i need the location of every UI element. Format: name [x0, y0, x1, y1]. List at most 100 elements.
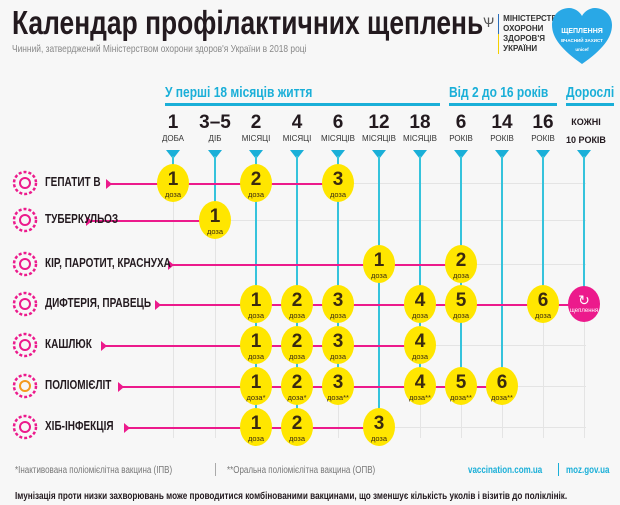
dose-number: 2 — [291, 372, 303, 393]
column-unit: МІСЯЦІВ — [403, 134, 437, 143]
repeat-icon: ↻ — [578, 292, 590, 308]
dose-number: 2 — [455, 250, 467, 271]
pertussis-bacteria-icon — [10, 330, 40, 360]
dose-word: доза — [247, 311, 265, 320]
footnote-opv: **Оральна поліомієлітна вакцина (ОПВ) — [227, 465, 376, 476]
column-marker-icon — [577, 150, 591, 159]
row-timeline — [155, 304, 584, 306]
column-unit: КОЖНІ 10 РОКІВ — [566, 117, 606, 145]
column-marker-icon — [290, 150, 304, 159]
diphtheria-bacteria-icon — [10, 289, 40, 319]
dose-word: доза — [247, 434, 265, 443]
column-age: 6 — [455, 112, 467, 133]
group-2-16-years: Від 2 до 16 років — [449, 84, 557, 106]
moz-link[interactable]: moz.gov.ua — [566, 465, 610, 476]
dose-word: доза — [288, 311, 306, 320]
column-age: 14 — [491, 112, 513, 133]
dose-word: доза — [329, 352, 347, 361]
dose-word: доза* — [246, 393, 266, 402]
vaccination-link[interactable]: vaccination.com.ua — [468, 465, 543, 476]
footnote-ipv: *Інактивована поліомієлітна вакцина (ІПВ… — [15, 465, 173, 476]
dose-number: 3 — [332, 331, 344, 352]
dose-word: доза* — [287, 393, 307, 402]
hepatitis-virus-icon — [10, 168, 40, 198]
column-marker-icon — [249, 150, 263, 159]
column-unit: РОКІВ — [490, 134, 514, 143]
dose-badge: 3 доза — [363, 408, 395, 446]
dose-number: 1 — [250, 413, 262, 434]
dose-number: 2 — [291, 413, 303, 434]
column-marker-icon — [372, 150, 386, 159]
column-header: 18 МІСЯЦІВ — [397, 112, 443, 143]
column-timeline — [378, 156, 380, 427]
grid-line-horizontal — [160, 183, 586, 184]
disease-label: КАШЛЮК — [45, 337, 92, 351]
dose-number: 1 — [250, 290, 262, 311]
grid-line-vertical — [173, 160, 174, 438]
dose-badge: 2 доза — [445, 245, 477, 283]
adult-booster-badge: ↻ щеплення — [568, 286, 600, 322]
column-unit: МІСЯЦІ — [282, 134, 312, 143]
column-header: КОЖНІ 10 РОКІВ — [566, 112, 606, 148]
dose-badge: 3 доза** — [322, 367, 354, 405]
column-marker-icon — [331, 150, 345, 159]
dose-word: доза — [247, 190, 265, 199]
dose-badge: 1 доза — [157, 164, 189, 202]
dose-word: доза — [534, 311, 552, 320]
column-age: 1 — [167, 112, 179, 133]
dose-badge: 2 доза — [281, 285, 313, 323]
dose-badge: 2 доза* — [281, 367, 313, 405]
dose-number: 2 — [250, 169, 262, 190]
dose-number: 6 — [537, 290, 549, 311]
dose-word: доза — [247, 352, 265, 361]
column-unit: РОКІВ — [449, 134, 473, 143]
polio-virus-icon — [10, 371, 40, 401]
disease-label: ГЕПАТИТ В — [45, 175, 101, 189]
column-age: 18 — [409, 112, 431, 133]
disease-label: ПОЛІОМІЄЛІТ — [45, 378, 112, 392]
page-title: Календар профілактичних щеплень — [12, 4, 484, 41]
dose-word: доза — [206, 227, 224, 236]
disease-label: ХІБ-ІНФЕКЦІЯ — [45, 419, 114, 433]
dose-badge: 1 доза* — [240, 367, 272, 405]
dose-badge: 1 доза — [240, 408, 272, 446]
dose-badge: 3 доза — [322, 164, 354, 202]
dose-number: 1 — [250, 331, 262, 352]
dose-number: 4 — [414, 290, 426, 311]
dose-word: доза — [452, 311, 470, 320]
dose-number: 6 — [496, 372, 508, 393]
column-header: 6 МІСЯЦІВ — [315, 112, 361, 143]
dose-badge: 1 доза — [363, 245, 395, 283]
dose-badge: 4 доза — [404, 285, 436, 323]
divider — [215, 463, 216, 476]
dose-number: 4 — [414, 372, 426, 393]
column-header: 3–5 ДІБ — [192, 112, 238, 143]
column-unit: ДОБА — [161, 134, 185, 143]
dose-number: 1 — [209, 206, 221, 227]
trident-icon: Ѱ — [483, 14, 495, 30]
dose-word: доза — [164, 190, 182, 199]
dose-word: доза — [411, 352, 429, 361]
ministry-logo: Ѱ МІНІСТЕРСТВО ОХОРОНИ ЗДОРОВ'Я УКРАЇНИ — [483, 14, 564, 54]
dose-badge: 2 доза — [281, 326, 313, 364]
dose-badge: 5 доза — [445, 285, 477, 323]
grid-line-horizontal — [160, 220, 586, 221]
dose-number: 3 — [332, 290, 344, 311]
column-age: 12 — [368, 112, 390, 133]
dose-badge: 4 доза** — [404, 367, 436, 405]
dose-number: 1 — [250, 372, 262, 393]
dose-badge: 1 доза — [240, 285, 272, 323]
column-age: 6 — [332, 112, 344, 133]
bottom-note: Імунізація проти низки захворювань може … — [15, 490, 568, 502]
dose-word: доза — [452, 271, 470, 280]
group-adults: Дорослі — [566, 84, 614, 106]
disease-label: ТУБЕРКУЛЬОЗ — [45, 212, 119, 226]
dose-badge: 3 доза — [322, 326, 354, 364]
dose-badge: 4 доза — [404, 326, 436, 364]
disease-label: КІР, ПАРОТИТ, КРАСНУХА — [45, 256, 171, 270]
dose-number: 3 — [332, 169, 344, 190]
column-timeline — [583, 156, 585, 304]
disease-label: ДИФТЕРІЯ, ПРАВЕЦЬ — [45, 296, 152, 310]
column-unit: РОКІВ — [531, 134, 555, 143]
column-marker-icon — [454, 150, 468, 159]
